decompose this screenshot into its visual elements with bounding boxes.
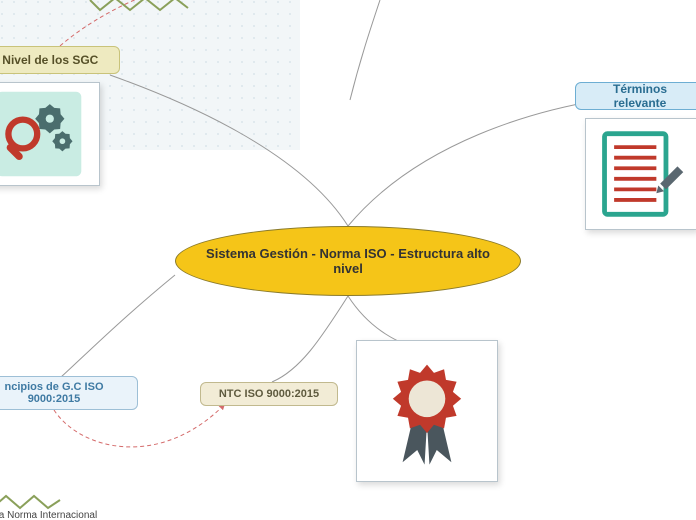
node-label: Términos relevante — [586, 82, 694, 110]
card-badge[interactable] — [356, 340, 498, 482]
footnote-text: ta Norma Internacional — [0, 510, 97, 520]
node-alto-nivel-sgc[interactable]: o Nivel de los SGC — [0, 46, 120, 74]
node-label: NTC ISO 9000:2015 — [219, 388, 319, 400]
central-label: Sistema Gestión - Norma ISO - Estructura… — [206, 246, 490, 276]
node-label: o Nivel de los SGC — [0, 53, 98, 67]
node-label: ncipios de G.C ISO 9000:2015 — [0, 381, 127, 405]
card-document[interactable] — [585, 118, 696, 230]
card-gears[interactable] — [0, 82, 100, 186]
badge-icon — [366, 350, 488, 472]
mindmap-canvas: Sistema Gestión - Norma ISO - Estructura… — [0, 0, 696, 520]
central-node[interactable]: Sistema Gestión - Norma ISO - Estructura… — [175, 226, 521, 296]
node-principios-gc[interactable]: ncipios de G.C ISO 9000:2015 — [0, 376, 138, 410]
node-terminos-relevantes[interactable]: Términos relevante — [575, 82, 696, 110]
node-ntc-iso-9000[interactable]: NTC ISO 9000:2015 — [200, 382, 338, 406]
document-icon — [593, 126, 689, 222]
gears-icon — [0, 89, 93, 179]
